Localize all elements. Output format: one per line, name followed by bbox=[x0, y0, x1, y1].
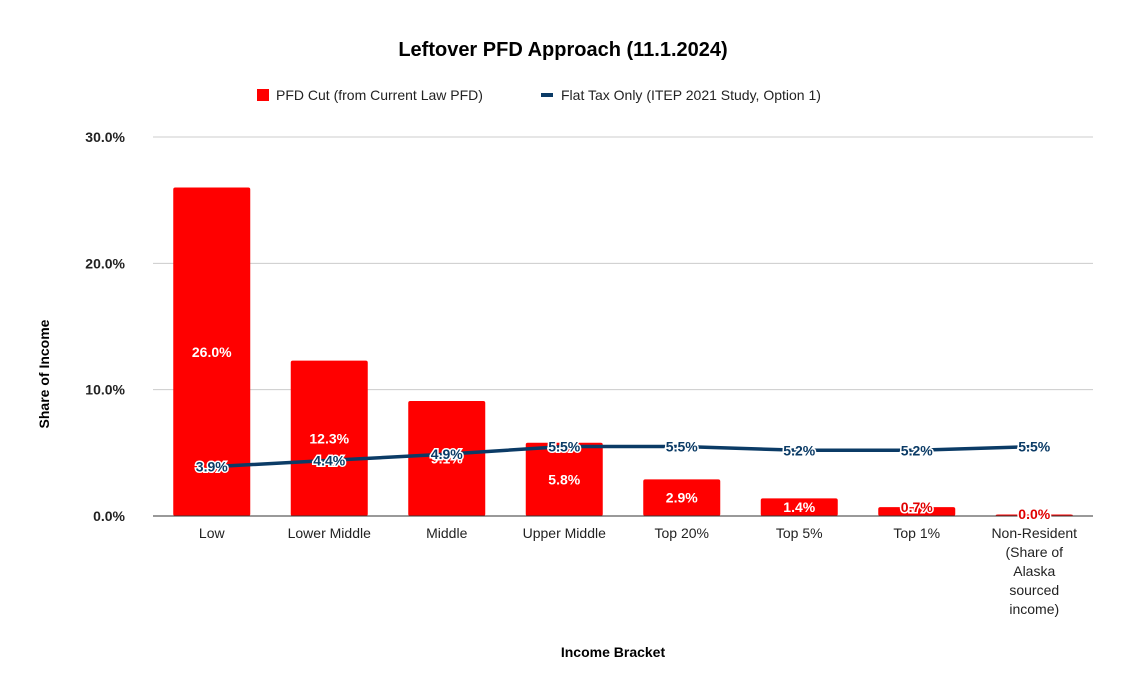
y-tick-label: 10.0% bbox=[85, 382, 125, 398]
y-tick-label: 0.0% bbox=[93, 508, 125, 524]
legend-label-pfd-cut: PFD Cut (from Current Law PFD) bbox=[276, 87, 483, 103]
bar-data-label: 12.3% bbox=[309, 430, 349, 446]
bar-data-label: 1.4% bbox=[783, 499, 815, 515]
line-data-label: 5.5% bbox=[1018, 439, 1050, 455]
bar-data-label: 0.7% bbox=[901, 499, 933, 515]
legend: PFD Cut (from Current Law PFD) Flat Tax … bbox=[257, 87, 821, 103]
x-tick-label: Top 5% bbox=[776, 525, 823, 541]
chart-title: Leftover PFD Approach (11.1.2024) bbox=[398, 39, 727, 61]
bar-data-label: 2.9% bbox=[666, 490, 698, 506]
bar bbox=[173, 187, 251, 517]
flat-tax-series-line bbox=[210, 444, 1036, 469]
x-tick-label: Top 20% bbox=[655, 525, 709, 541]
grid bbox=[153, 136, 1093, 391]
x-tick-label: Middle bbox=[426, 525, 467, 541]
line-data-label: 5.5% bbox=[666, 439, 698, 455]
line-data-label: 3.9% bbox=[196, 459, 228, 475]
legend-swatch-flat-tax bbox=[541, 93, 553, 97]
x-tick-label: Low bbox=[199, 525, 226, 541]
bar-data-label: 9.1% bbox=[431, 451, 463, 467]
x-tick-label: Non-Resident (Share of Alaska sourced income… bbox=[991, 525, 1077, 617]
x-axis-categories: Low Lower Middle Middle Upper Middle Top 20%… bbox=[199, 525, 1077, 617]
line-data-label: 4.9% bbox=[431, 446, 463, 462]
y-tick-label: 30.0% bbox=[85, 129, 125, 145]
bar bbox=[760, 498, 838, 516]
x-tick-label: Lower Middle bbox=[288, 525, 371, 541]
bars bbox=[173, 187, 1073, 517]
bar bbox=[878, 507, 956, 516]
bar-data-label: 0.0% bbox=[1018, 506, 1050, 522]
bar-data-label: 5.8% bbox=[548, 471, 580, 487]
bar bbox=[643, 479, 721, 516]
line-data-label: 5.5% bbox=[548, 439, 580, 455]
legend-label-flat-tax: Flat Tax Only (ITEP 2021 Study, Option 1… bbox=[561, 87, 821, 103]
x-tick-label: Top 1% bbox=[893, 525, 940, 541]
line-data-label: 4.4% bbox=[313, 452, 345, 468]
data-labels: 26.0% 12.3% 9.1% 5.8% 2.9% 1.4% 0.7% 0.0% 3.9% 4.… bbox=[192, 344, 1052, 524]
line-data-label: 5.2% bbox=[783, 442, 815, 458]
flat-tax-line bbox=[210, 444, 1036, 469]
bar bbox=[525, 442, 603, 516]
y-tick-label: 20.0% bbox=[85, 255, 125, 271]
bar bbox=[408, 401, 486, 516]
x-tick-label: Upper Middle bbox=[523, 525, 606, 541]
bar bbox=[290, 360, 368, 516]
bar-data-label: 26.0% bbox=[192, 344, 232, 360]
line-data-label: 5.2% bbox=[901, 442, 933, 458]
y-axis-title: Share of Income bbox=[36, 319, 52, 428]
y-axis-ticks: 0.0% 10.0% 20.0% 30.0% bbox=[85, 129, 125, 524]
legend-swatch-pfd-cut bbox=[257, 89, 269, 101]
x-axis-title: Income Bracket bbox=[561, 644, 666, 660]
